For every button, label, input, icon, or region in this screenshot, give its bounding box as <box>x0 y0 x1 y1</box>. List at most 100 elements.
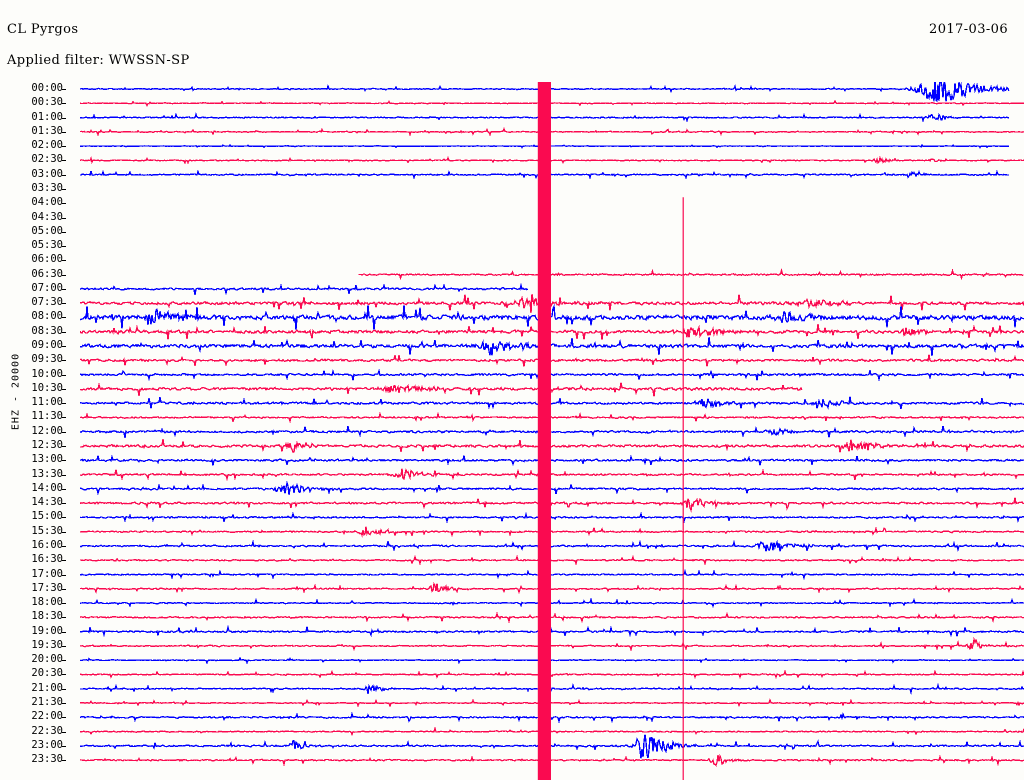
time-tick-mark <box>62 260 66 262</box>
trace-1330 <box>80 468 1024 482</box>
trace-1900 <box>80 624 1024 638</box>
time-tick-mark <box>62 645 66 647</box>
time-tick-mark <box>62 617 66 619</box>
time-tick-0000: 00:00 <box>0 82 80 96</box>
time-tick-mark <box>62 460 66 462</box>
time-tick-label: 15:00 <box>31 510 63 523</box>
time-tick-label: 06:30 <box>31 267 63 280</box>
time-tick-1300: 13:00 <box>0 453 80 467</box>
time-axis-ticks: 00:00 00:30 01:00 01:30 02:00 02:30 03:00 03:30… <box>0 82 80 780</box>
time-tick-1830: 18:30 <box>0 610 80 624</box>
time-tick-label: 16:00 <box>31 538 63 551</box>
time-tick-mark <box>62 331 66 333</box>
trace-2330 <box>80 753 1024 767</box>
trace-2200 <box>80 711 1024 724</box>
time-tick-label: 18:00 <box>31 596 63 609</box>
time-tick-0230: 02:30 <box>0 153 80 167</box>
time-tick-mark <box>62 274 66 276</box>
time-tick-label: 05:30 <box>31 239 63 252</box>
time-tick-label: 21:30 <box>31 696 63 709</box>
time-tick-0300: 03:00 <box>0 168 80 182</box>
time-tick-0330: 03:30 <box>0 182 80 196</box>
time-tick-label: 08:00 <box>31 310 63 323</box>
time-tick-label: 07:00 <box>31 281 63 294</box>
time-tick-label: 12:00 <box>31 424 63 437</box>
time-tick-0500: 05:00 <box>0 225 80 239</box>
time-tick-label: 03:30 <box>31 181 63 194</box>
time-tick-0630: 06:30 <box>0 268 80 282</box>
clipped-saturation-band <box>537 82 551 780</box>
time-tick-mark <box>62 446 66 447</box>
time-tick-label: 14:30 <box>31 496 63 509</box>
trace-1430 <box>80 497 1024 513</box>
time-tick-label: 15:30 <box>31 524 63 537</box>
time-tick-label: 10:00 <box>31 367 63 380</box>
time-tick-label: 17:30 <box>31 581 63 594</box>
time-tick-label: 11:00 <box>31 396 63 409</box>
trace-1530 <box>80 526 1024 538</box>
time-tick-mark <box>62 203 66 205</box>
time-tick-label: 20:00 <box>31 653 63 666</box>
trace-1500 <box>80 511 1024 525</box>
time-tick-label: 22:00 <box>31 710 63 723</box>
time-tick-label: 09:00 <box>31 339 63 352</box>
trace-2030 <box>80 669 1024 680</box>
trace-0800 <box>80 303 1024 331</box>
time-tick-mark <box>62 217 66 219</box>
time-tick-mark <box>62 545 66 547</box>
trace-0630 <box>358 267 1024 281</box>
time-tick-label: 20:30 <box>31 667 63 680</box>
time-tick-label: 22:30 <box>31 724 63 737</box>
time-tick-label: 13:00 <box>31 453 63 466</box>
time-tick-mark <box>62 688 66 690</box>
time-tick-2030: 20:30 <box>0 667 80 681</box>
trace-1230 <box>80 438 1024 454</box>
time-tick-1200: 12:00 <box>0 425 80 439</box>
time-tick-label: 00:30 <box>31 96 63 109</box>
time-tick-0800: 08:00 <box>0 310 80 324</box>
time-tick-mark <box>62 417 66 419</box>
time-tick-2200: 22:00 <box>0 710 80 724</box>
time-tick-1800: 18:00 <box>0 596 80 610</box>
time-tick-mark <box>62 731 66 733</box>
time-tick-mark <box>62 246 66 248</box>
trace-0900 <box>80 337 1024 356</box>
time-tick-label: 01:30 <box>31 124 63 137</box>
time-tick-mark <box>62 588 66 590</box>
trace-0230 <box>80 155 1024 165</box>
time-tick-label: 14:00 <box>31 481 63 494</box>
time-tick-1530: 15:30 <box>0 525 80 539</box>
time-tick-label: 00:00 <box>31 82 63 94</box>
trace-0830 <box>80 324 1024 340</box>
time-tick-mark <box>62 488 66 490</box>
time-tick-1430: 14:30 <box>0 496 80 510</box>
trace-2230 <box>80 726 1024 737</box>
time-tick-label: 12:30 <box>31 439 63 451</box>
time-tick-label: 10:30 <box>31 381 63 394</box>
time-tick-1700: 17:00 <box>0 568 80 582</box>
time-tick-mark <box>62 660 66 662</box>
trace-1600 <box>80 539 1024 553</box>
trace-1830 <box>80 611 1024 624</box>
time-tick-2000: 20:00 <box>0 653 80 667</box>
time-tick-0100: 01:00 <box>0 111 80 125</box>
trace-2100 <box>80 682 1024 696</box>
time-tick-mark <box>62 317 66 319</box>
time-tick-mark <box>62 288 66 290</box>
time-tick-2330: 23:30 <box>0 753 80 767</box>
trace-2000 <box>80 656 1024 665</box>
time-tick-2230: 22:30 <box>0 725 80 739</box>
time-tick-mark <box>62 174 66 176</box>
trace-1130 <box>80 411 1024 424</box>
time-tick-0130: 01:30 <box>0 125 80 139</box>
time-tick-mark <box>62 603 66 605</box>
time-tick-mark <box>62 745 66 747</box>
time-tick-label: 16:30 <box>31 553 63 566</box>
time-tick-1400: 14:00 <box>0 482 80 496</box>
trace-1930 <box>80 636 1024 653</box>
time-tick-label: 19:00 <box>31 624 63 637</box>
time-tick-1600: 16:00 <box>0 539 80 553</box>
time-tick-label: 23:00 <box>31 738 63 751</box>
time-tick-1030: 10:30 <box>0 382 80 396</box>
trace-2130 <box>80 698 1024 708</box>
